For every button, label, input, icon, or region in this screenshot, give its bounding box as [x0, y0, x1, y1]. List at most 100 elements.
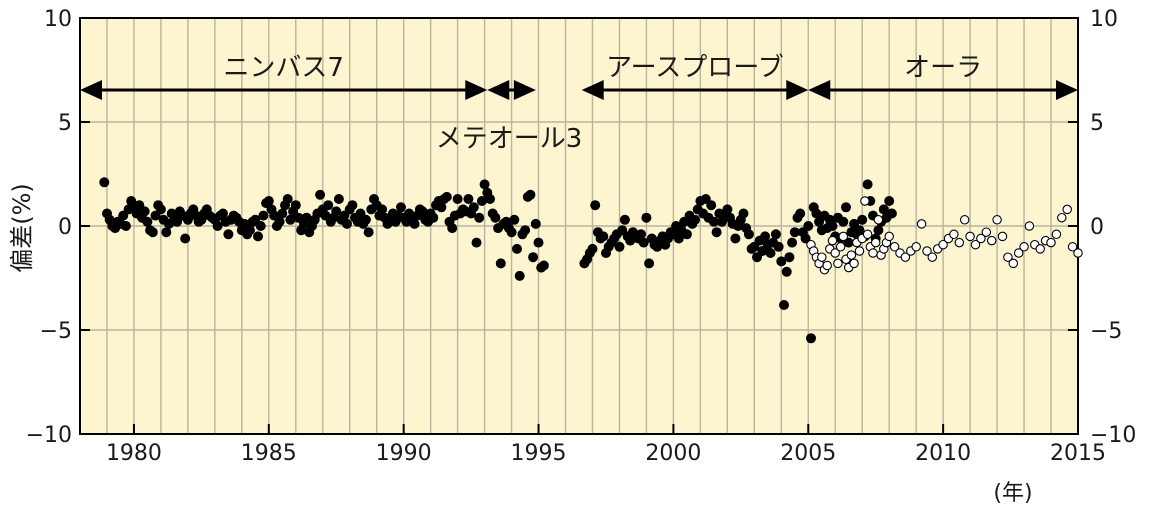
data-point-open: [1067, 242, 1078, 252]
data-point-filled: [520, 225, 531, 236]
data-point-open: [959, 215, 970, 225]
data-point-filled: [765, 248, 776, 258]
data-point-filled: [180, 233, 191, 244]
data-point-filled: [512, 243, 522, 254]
data-point-filled: [490, 212, 501, 223]
data-point-open: [860, 196, 870, 206]
data-point-open: [889, 242, 900, 252]
data-point-filled: [773, 241, 784, 252]
data-point-filled: [781, 266, 792, 277]
mission-arrow-head-right: [465, 80, 488, 100]
data-point-open: [938, 239, 948, 250]
data-point-filled: [538, 260, 549, 271]
data-point-open: [868, 248, 878, 258]
y-tick-label-right: −5: [1090, 319, 1122, 344]
data-point-filled: [463, 194, 474, 204]
data-point-filled: [142, 216, 153, 227]
y-tick-label-right: 0: [1090, 215, 1104, 240]
data-point-filled: [360, 214, 371, 225]
data-point-open: [1024, 221, 1035, 231]
data-point-filled: [441, 191, 452, 202]
mission-arrow-head-left: [581, 80, 604, 100]
data-point-open: [835, 242, 846, 252]
data-point-filled: [509, 214, 520, 225]
data-point-filled: [218, 208, 228, 219]
data-point-open: [949, 229, 959, 240]
data-point-open: [997, 231, 1008, 242]
data-point-filled: [363, 227, 374, 238]
data-point-open: [817, 252, 827, 262]
data-point-filled: [838, 216, 849, 227]
data-point-filled: [161, 227, 172, 238]
data-point-filled: [244, 225, 255, 236]
data-point-open: [992, 215, 1002, 225]
data-point-open: [846, 250, 857, 260]
data-point-filled: [862, 179, 873, 190]
data-point-filled: [528, 252, 539, 263]
data-point-filled: [263, 196, 274, 206]
data-point-filled: [323, 200, 334, 211]
data-point-filled: [514, 270, 525, 281]
data-point-filled: [290, 200, 301, 211]
data-point-open: [1013, 248, 1024, 258]
data-point-open: [965, 231, 975, 242]
data-point-filled: [285, 214, 296, 225]
data-point-open: [1046, 237, 1056, 248]
data-point-filled: [315, 189, 326, 200]
data-point-filled: [147, 227, 158, 238]
data-point-open: [927, 252, 938, 262]
data-point-filled: [301, 212, 312, 223]
data-point-filled: [789, 227, 800, 238]
data-point-filled: [743, 229, 754, 240]
data-point-open: [1019, 242, 1029, 252]
data-point-filled: [274, 216, 285, 227]
data-point-filled: [223, 229, 234, 240]
data-point-open: [1057, 212, 1067, 223]
data-point-filled: [479, 179, 490, 190]
y-tick-label-left: 5: [58, 111, 72, 136]
data-point-filled: [878, 204, 889, 215]
data-point-filled: [258, 210, 269, 221]
data-point-open: [922, 246, 932, 256]
x-tick-label: 1990: [376, 441, 432, 466]
data-point-filled: [417, 206, 428, 217]
data-point-filled: [738, 208, 749, 219]
mission-arrows: ニンバス7 メテオール3 アースプローブ オーラ: [80, 53, 1078, 154]
data-point-open: [954, 237, 965, 248]
data-point-filled: [827, 221, 838, 231]
data-point-filled: [436, 202, 447, 213]
mission-label: オーラ: [904, 53, 982, 83]
data-point-filled: [120, 221, 131, 231]
x-tick-label: 2005: [780, 441, 836, 466]
data-point-filled: [530, 218, 541, 229]
data-point-open: [873, 215, 884, 225]
data-point-open: [1062, 204, 1072, 215]
data-points: [99, 177, 1083, 344]
data-point-filled: [811, 208, 822, 219]
data-point-filled: [474, 212, 485, 223]
data-point-filled: [708, 216, 719, 227]
data-point-open: [911, 242, 921, 252]
data-point-open: [976, 233, 986, 244]
data-point-open: [1003, 252, 1013, 262]
data-point-open: [1008, 258, 1019, 269]
data-point-filled: [636, 229, 646, 240]
data-point-filled: [282, 194, 293, 204]
data-point-filled: [525, 189, 536, 200]
mission-arrow-head-right: [1056, 80, 1078, 100]
data-point-filled: [770, 229, 781, 240]
data-point-filled: [533, 237, 544, 248]
data-point-filled: [396, 202, 406, 213]
data-point-filled: [495, 258, 506, 269]
data-point-filled: [347, 200, 358, 211]
data-point-filled: [331, 206, 342, 217]
mission-arrow-head-left: [487, 80, 510, 100]
data-point-open: [854, 246, 865, 256]
data-point-filled: [803, 221, 814, 231]
data-point-filled: [476, 196, 487, 206]
data-point-open: [1035, 244, 1045, 254]
x-tick-label: 1985: [241, 441, 297, 466]
data-point-open: [900, 252, 911, 262]
data-point-filled: [644, 258, 655, 269]
